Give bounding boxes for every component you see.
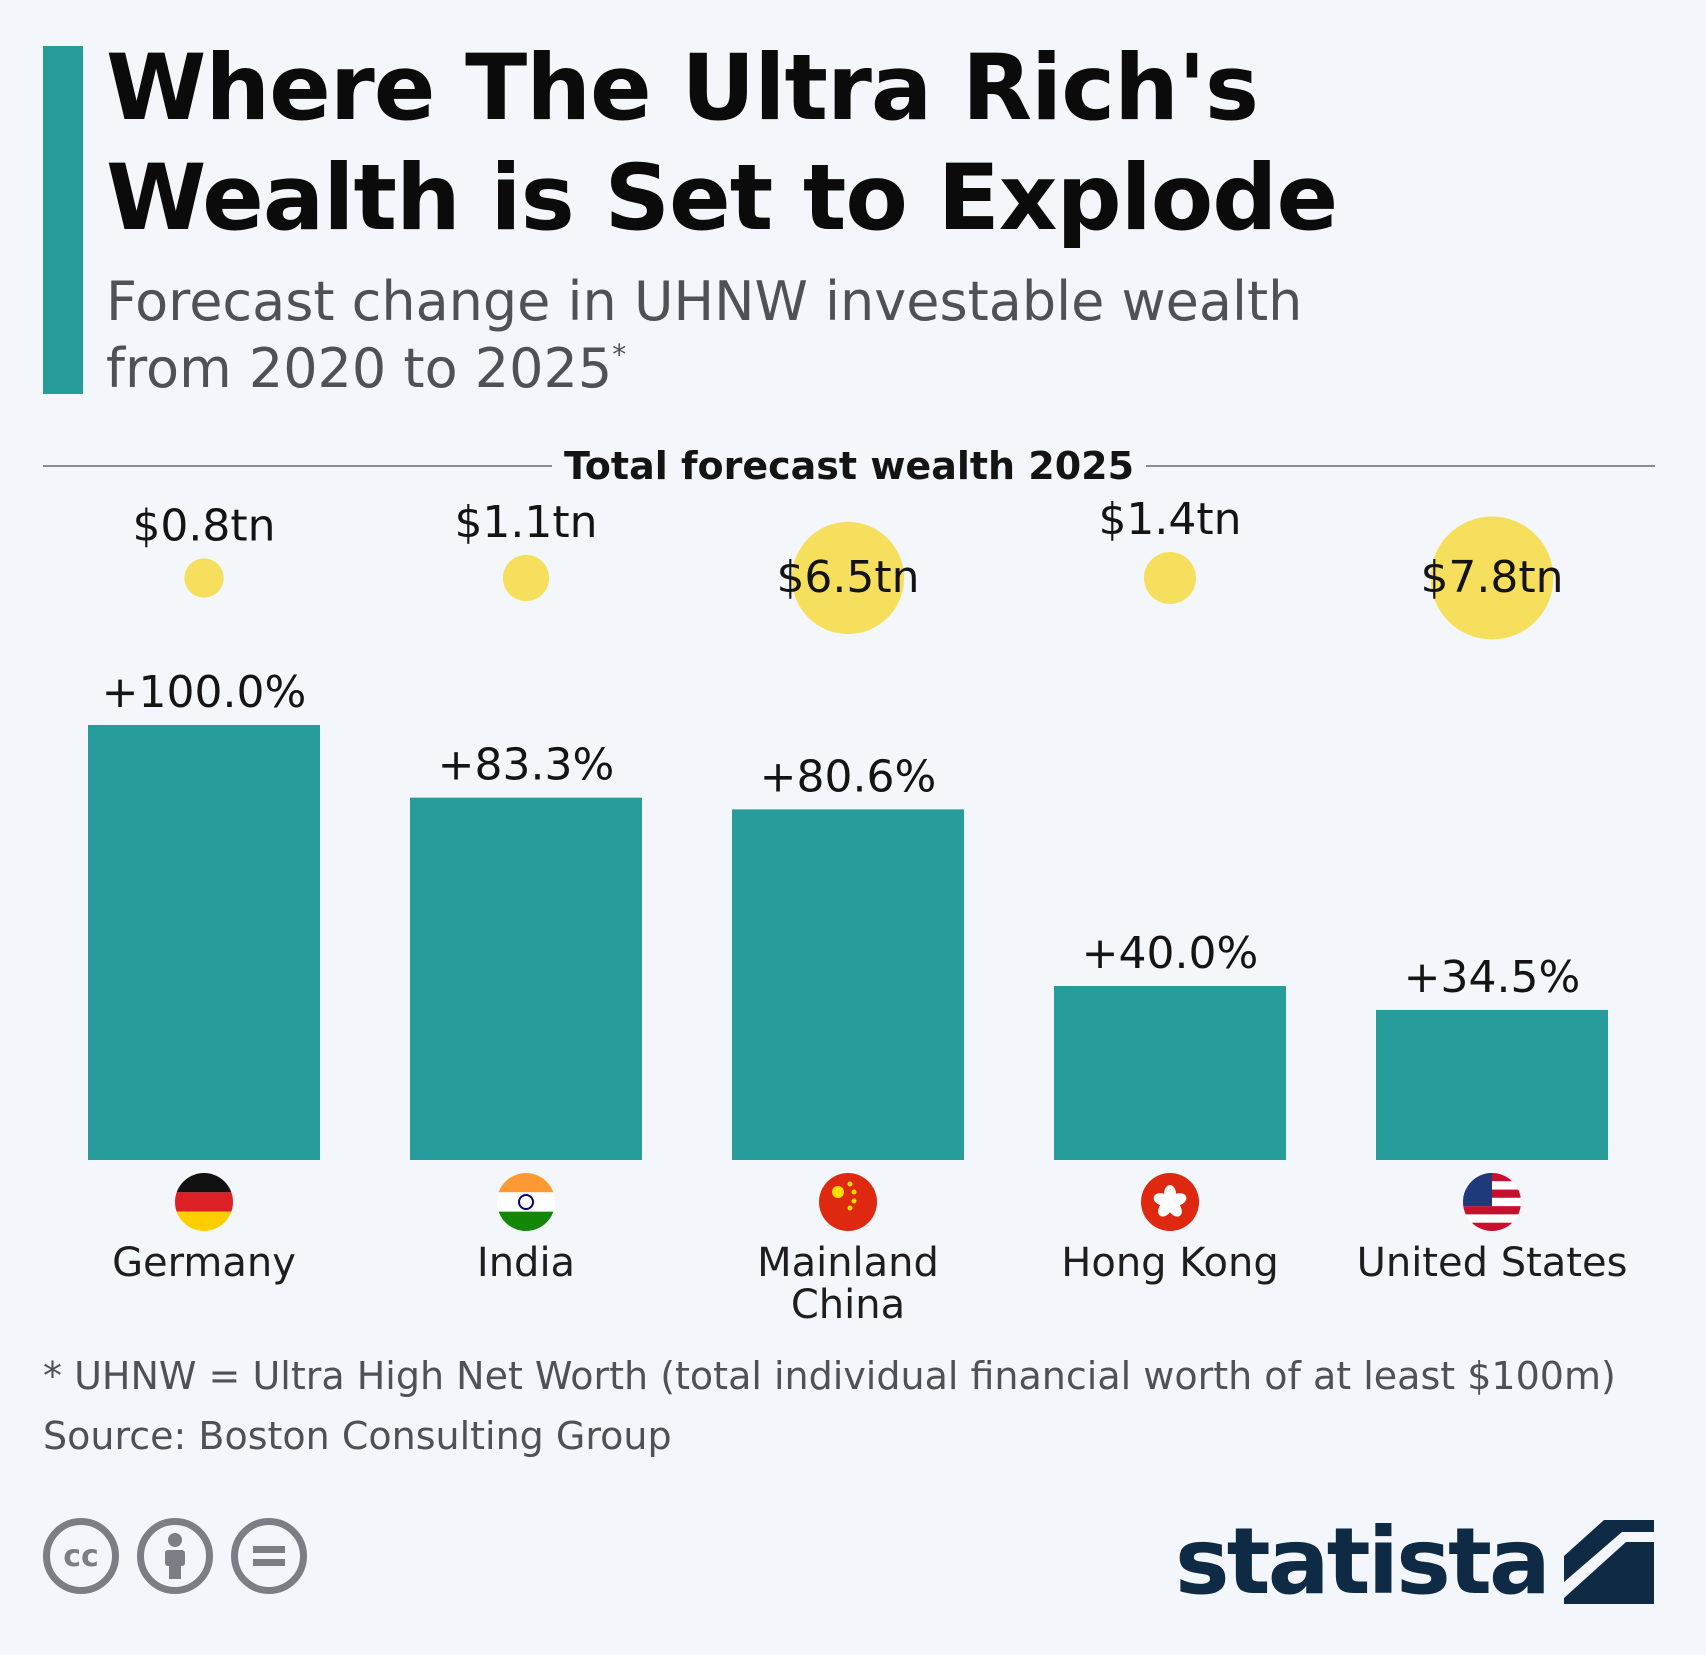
source-note: Source: Boston Consulting Group bbox=[43, 1414, 672, 1458]
person-glyph bbox=[165, 1533, 185, 1579]
by-icon[interactable] bbox=[137, 1518, 213, 1594]
bar-germany[interactable] bbox=[88, 725, 320, 1160]
nd-icon[interactable] bbox=[231, 1518, 307, 1594]
subtitle-line-2-text: from 2020 to 2025 bbox=[106, 337, 613, 400]
section-rule-left bbox=[43, 465, 552, 467]
bar-india[interactable] bbox=[410, 797, 642, 1160]
pct-label-mainland-china: +80.6% bbox=[760, 751, 937, 802]
wealth-label-mainland-china: $6.5tn bbox=[776, 552, 919, 603]
china-flag-icon bbox=[819, 1173, 877, 1231]
section-header: Total forecast wealth 2025 bbox=[43, 438, 1656, 494]
wealth-label-united-states: $7.8tn bbox=[1420, 552, 1563, 603]
pct-label-germany: +100.0% bbox=[102, 667, 307, 718]
license-icons: cc bbox=[43, 1518, 307, 1594]
category-label-united-states: United States bbox=[1357, 1240, 1628, 1286]
pct-label-united-states: +34.5% bbox=[1404, 952, 1581, 1003]
india-flag-icon bbox=[497, 1173, 555, 1231]
wealth-label-germany: $0.8tn bbox=[132, 500, 275, 551]
subtitle-line-1: Forecast change in UHNW investable wealt… bbox=[106, 270, 1303, 333]
title-line-2: Wealth is Set to Explode bbox=[106, 146, 1338, 251]
wealth-label-india: $1.1tn bbox=[454, 497, 597, 548]
footnote: * UHNW = Ultra High Net Worth (total ind… bbox=[43, 1354, 1616, 1398]
bubbles-layer: $0.8tn $1.1tn $6.5tn $1.4tn $7.8tn bbox=[132, 494, 1564, 640]
statista-logo[interactable]: statista bbox=[1175, 1508, 1654, 1615]
germany-flag-icon bbox=[175, 1173, 233, 1231]
wealth-bubble-hong-kong[interactable] bbox=[1143, 551, 1197, 605]
subtitle: Forecast change in UHNW investable wealt… bbox=[106, 268, 1302, 402]
page-title: Where The Ultra Rich's Wealth is Set to … bbox=[106, 34, 1338, 254]
cc-icon[interactable]: cc bbox=[43, 1518, 119, 1594]
hong-kong-flag-icon bbox=[1141, 1173, 1199, 1231]
category-label-mainland-china-line-2: China bbox=[791, 1282, 905, 1328]
pct-label-india: +83.3% bbox=[438, 740, 615, 791]
cc-icon-text: cc bbox=[63, 1538, 99, 1574]
brand-wordmark: statista bbox=[1174, 1508, 1551, 1615]
wealth-bubble-mainland-china[interactable] bbox=[791, 521, 905, 635]
bars-layer: +100.0% +83.3% +80.6% +40.0% +34.5% bbox=[88, 667, 1608, 1160]
bar-mainland-china[interactable] bbox=[732, 809, 964, 1160]
wealth-label-hong-kong: $1.4tn bbox=[1098, 494, 1241, 545]
section-label: Total forecast wealth 2025 bbox=[563, 444, 1135, 488]
subtitle-line-2: from 2020 to 2025* bbox=[106, 335, 1302, 402]
category-label-hong-kong: Hong Kong bbox=[1061, 1240, 1278, 1286]
section-rule-right bbox=[1146, 465, 1656, 467]
wealth-bubble-germany[interactable] bbox=[184, 558, 224, 598]
equals-glyph bbox=[253, 1546, 285, 1566]
category-label-mainland-china: Mainland bbox=[757, 1240, 939, 1286]
wealth-bubble-india[interactable] bbox=[502, 554, 550, 602]
statista-mark-icon bbox=[1564, 1519, 1654, 1604]
title-line-1: Where The Ultra Rich's bbox=[106, 36, 1259, 141]
bar-united-states[interactable] bbox=[1376, 1009, 1608, 1160]
subtitle-footnote-marker: * bbox=[612, 338, 627, 371]
bar-hong-kong[interactable] bbox=[1054, 986, 1286, 1160]
us-flag-icon bbox=[1463, 1173, 1521, 1231]
pct-label-hong-kong: +40.0% bbox=[1082, 928, 1259, 979]
wealth-bubble-united-states[interactable] bbox=[1430, 516, 1554, 640]
category-label-germany: Germany bbox=[112, 1240, 296, 1286]
bar-chart: +100.0% +83.3% +80.6% +40.0% +34.5% $0.8tn $1… bbox=[88, 494, 1627, 1328]
category-label-india: India bbox=[477, 1240, 575, 1286]
accent-bar bbox=[43, 46, 83, 394]
